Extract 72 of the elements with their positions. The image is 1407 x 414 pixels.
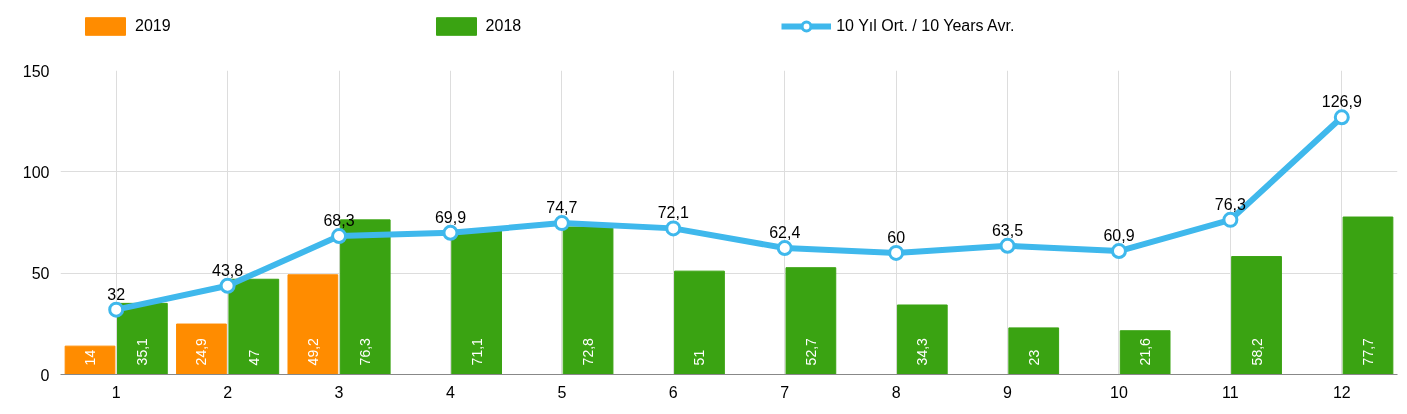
x-tick-label: 7: [780, 383, 790, 401]
bar: [785, 267, 837, 375]
x-tick-label: 11: [1222, 383, 1239, 401]
data-label: 21,6: [1137, 337, 1154, 366]
data-label: 23: [1025, 349, 1042, 366]
bar: [228, 278, 280, 375]
point: [1222, 211, 1239, 228]
point: [665, 220, 682, 237]
point: [1333, 109, 1350, 126]
y-tick-label: 150: [22, 62, 50, 80]
x-tick-label: 6: [668, 383, 678, 401]
point: [442, 224, 459, 241]
legend-label: 10 Yıl Ort. / 10 Years Avr.: [836, 17, 1015, 35]
point: [553, 215, 570, 232]
x-tick-label: 2: [223, 383, 233, 401]
data-label: 47: [245, 349, 262, 366]
data-label: 62,4: [769, 224, 801, 242]
data-label: 43,8: [212, 261, 244, 279]
data-label: 24,9: [193, 337, 210, 366]
data-label: 76,3: [357, 337, 374, 366]
bar: [896, 304, 948, 375]
data-label: 74,7: [546, 199, 578, 217]
point: [776, 240, 793, 257]
bar: [1342, 216, 1394, 375]
data-label: 60,9: [1103, 227, 1135, 245]
x-tick-label: 10: [1110, 383, 1128, 401]
data-label: 60: [887, 228, 906, 246]
x-tick-label: 8: [891, 383, 901, 401]
data-label: 35,1: [134, 337, 151, 366]
bar: [176, 323, 227, 375]
data-label: 52,7: [802, 337, 819, 366]
point: [888, 244, 905, 261]
data-label: 58,2: [1248, 337, 1265, 366]
data-label: 68,3: [323, 212, 355, 230]
bar: [117, 302, 168, 375]
bar: [1008, 327, 1060, 375]
data-label: 72,1: [657, 204, 689, 222]
legend-label: 2018: [485, 17, 522, 35]
data-label: 76,3: [1214, 195, 1247, 213]
y-tick-label: 0: [40, 366, 50, 384]
data-label: 71,1: [468, 337, 485, 366]
legend-label: 2019: [135, 17, 171, 35]
data-label: 126,9: [1321, 93, 1362, 111]
data-label: 77,7: [1359, 337, 1376, 366]
bar: [1231, 256, 1282, 375]
data-label: 34,3: [914, 337, 931, 366]
point: [219, 277, 236, 294]
bar: [287, 274, 339, 375]
x-tick-label: 9: [1003, 383, 1013, 401]
x-tick-label: 12: [1332, 383, 1351, 401]
x-tick-label: 4: [446, 383, 456, 401]
data-label: 14: [82, 349, 99, 366]
x-tick-label: 1: [111, 383, 121, 401]
point: [331, 228, 348, 245]
y-tick-label: 100: [22, 163, 50, 181]
bar: [562, 226, 614, 375]
x-tick-label: 3: [334, 383, 344, 401]
data-label: 32: [107, 285, 126, 303]
point: [108, 301, 125, 318]
bar: [1119, 330, 1171, 375]
data-label: 49,2: [304, 337, 321, 366]
data-label: 51: [691, 349, 708, 366]
data-label: 72,8: [580, 337, 597, 366]
y-tick-label: 50: [31, 265, 50, 283]
data-label: 69,9: [434, 208, 467, 226]
bar: [451, 229, 503, 375]
x-tick-label: 5: [557, 383, 567, 401]
bar: [64, 345, 116, 375]
data-label: 63,5: [991, 221, 1024, 239]
bar: [674, 270, 725, 375]
point: [999, 237, 1016, 254]
point: [1110, 243, 1127, 260]
